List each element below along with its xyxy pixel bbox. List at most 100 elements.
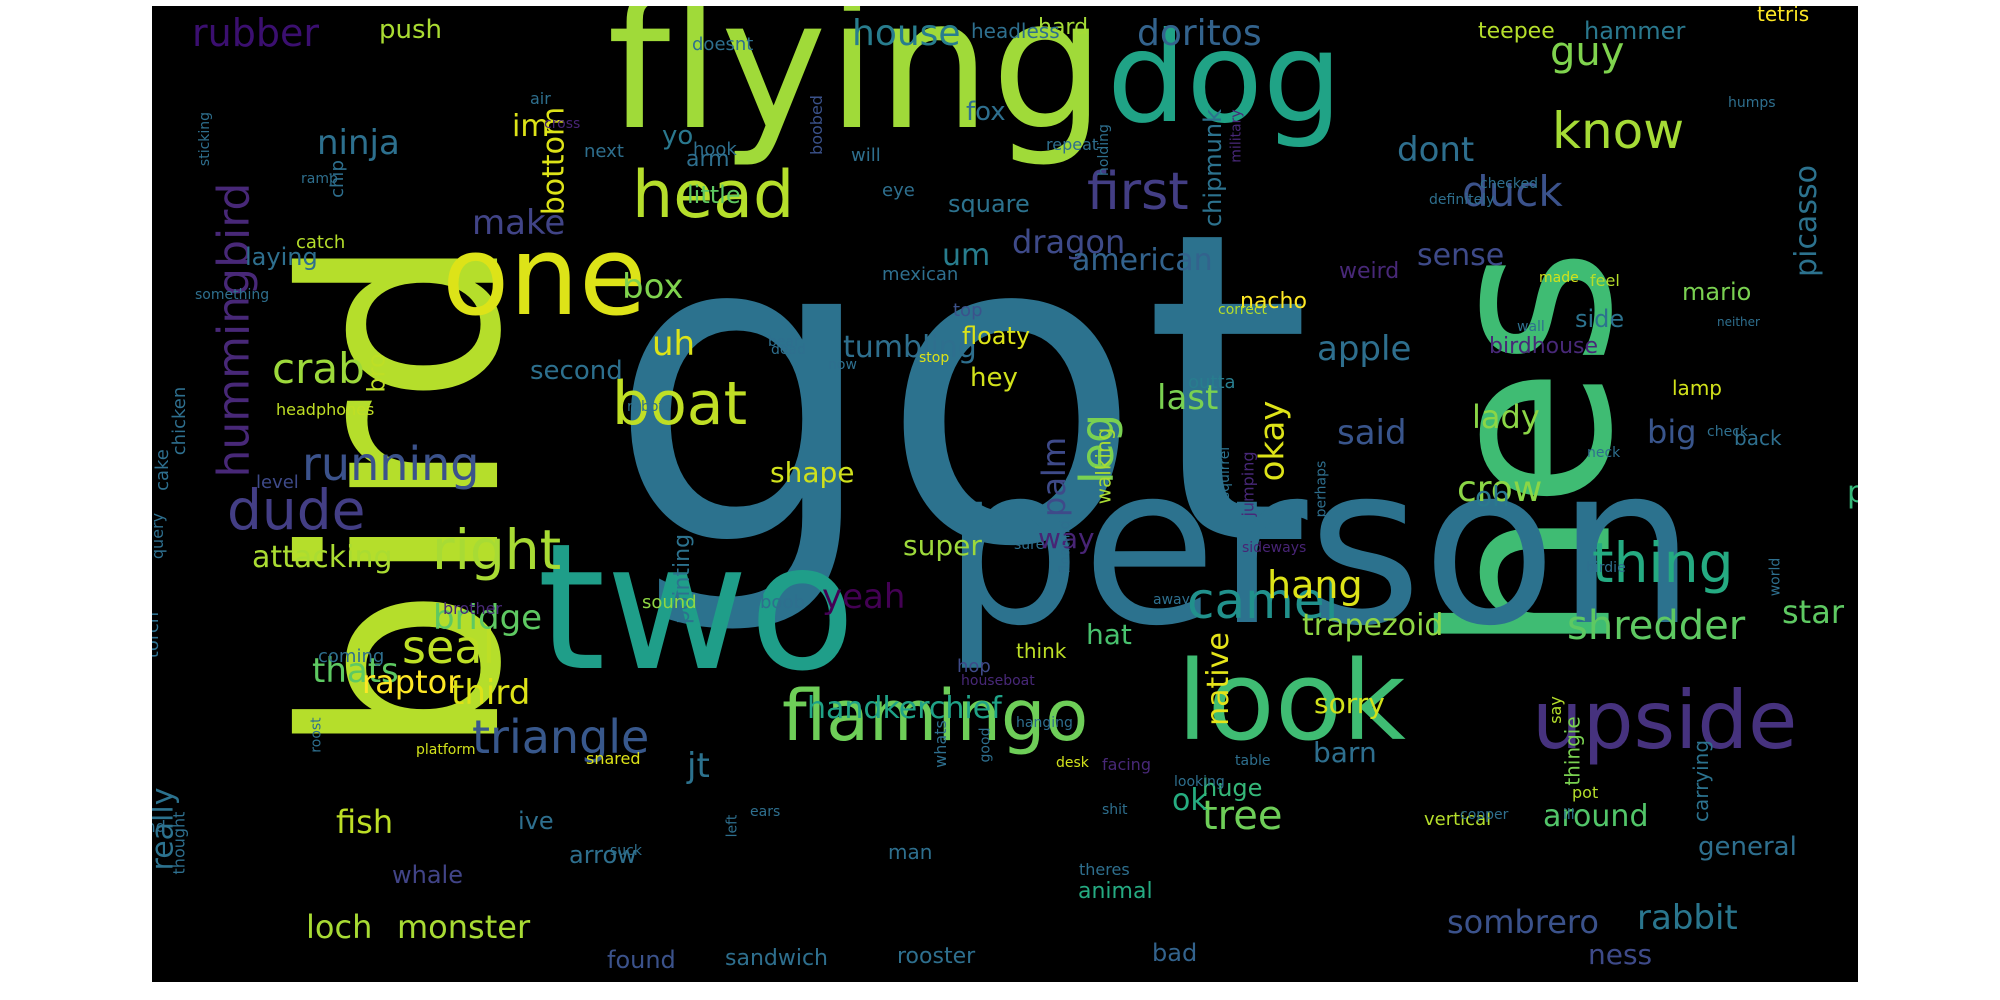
cloud-word: cake: [152, 449, 173, 491]
cloud-word: definitely: [1429, 192, 1495, 208]
cloud-word: boob: [760, 592, 805, 613]
cloud-word: shredder: [1567, 603, 1746, 649]
cloud-word: sorry: [1314, 687, 1385, 720]
cloud-word: weird: [1339, 259, 1400, 284]
cloud-word: dog: [1107, 6, 1343, 151]
cloud-word: arrow: [569, 841, 637, 869]
cloud-word: whale: [392, 861, 463, 889]
cloud-word: triangle: [472, 710, 650, 764]
cloud-word: rubber: [192, 11, 319, 55]
cloud-word: coming: [318, 646, 385, 667]
cloud-word: theres: [1079, 860, 1130, 879]
cloud-word: upside: [1532, 674, 1798, 767]
cloud-word: floaty: [962, 322, 1031, 350]
cloud-word: first: [1087, 162, 1189, 222]
cloud-word: sombrero: [1447, 903, 1599, 941]
cloud-word: right: [432, 518, 562, 582]
cloud-word: last: [1157, 378, 1219, 418]
cloud-word: perhaps: [1313, 460, 1330, 518]
cloud-word: good: [977, 727, 994, 763]
cloud-word: sandwich: [725, 946, 828, 971]
cloud-word: box: [622, 267, 684, 307]
cloud-word: side: [1575, 305, 1625, 333]
cloud-word: left: [724, 814, 741, 838]
cloud-word: american: [1072, 243, 1213, 278]
cloud-word: snared: [586, 749, 641, 768]
cloud-word: two: [537, 507, 856, 710]
cloud-word: lamp: [1672, 376, 1722, 400]
cloud-word: flamingo: [782, 675, 1089, 757]
cloud-word: um: [942, 238, 991, 273]
cloud-word: camel: [1187, 572, 1339, 630]
cloud-word: third: [451, 673, 531, 713]
cloud-word: handkerchief: [807, 691, 1002, 726]
cloud-word: world: [1767, 557, 1784, 597]
cloud-word: hang: [1267, 563, 1363, 607]
cloud-word: feel: [1590, 271, 1620, 290]
cloud-word: native: [1200, 632, 1236, 726]
cloud-word: oh: [1475, 480, 1510, 513]
cloud-word: tetris: [1757, 6, 1810, 26]
cloud-word: away: [1153, 592, 1190, 608]
cloud-word: looking: [1174, 774, 1225, 790]
cloud-word: catch: [296, 232, 346, 253]
cloud-word: now: [828, 357, 857, 373]
cloud-word: monster: [397, 908, 531, 946]
cloud-word: hammer: [1584, 17, 1686, 45]
cloud-word: think: [1016, 639, 1067, 663]
cloud-word: ok: [1172, 783, 1208, 818]
cloud-word: chicken: [169, 386, 191, 456]
cloud-word: around: [1543, 799, 1649, 834]
cloud-word: push: [379, 15, 443, 45]
cloud-word: check: [1707, 424, 1748, 440]
cloud-word: hey: [970, 363, 1018, 393]
cloud-word: ramp: [301, 171, 338, 187]
cloud-word: doritos: [1137, 13, 1262, 54]
cloud-word: level: [256, 472, 299, 493]
cloud-word: hummingbird: [208, 182, 260, 478]
cloud-word: bad: [1152, 939, 1198, 967]
cloud-word: yo: [662, 121, 694, 151]
cloud-word: torch: [152, 611, 164, 659]
cloud-word: walking: [1091, 427, 1116, 505]
cloud-word: jt: [687, 746, 710, 786]
cloud-word: next: [584, 141, 624, 162]
cloud-word: robot: [627, 399, 664, 415]
cloud-word: rabbit: [1637, 898, 1738, 938]
cloud-word: fish: [336, 803, 394, 841]
cloud-word: huge: [1202, 774, 1263, 802]
cloud-word: shape: [770, 456, 855, 489]
cloud-word: suck: [610, 843, 642, 859]
cloud-word: neither: [1717, 315, 1760, 329]
cloud-word: sticking: [197, 111, 214, 167]
word-cloud: got bird hes person flying two look one dog upsid…: [152, 6, 1858, 982]
cloud-word: mario: [1682, 278, 1752, 306]
cloud-word: pizza: [1847, 475, 1858, 510]
cloud-word: houseboat: [961, 673, 1035, 689]
cloud-word: shit: [1102, 802, 1128, 818]
cloud-word: super: [903, 529, 982, 562]
cloud-word: roost: [308, 717, 325, 753]
cloud-word: table: [1235, 753, 1271, 769]
cloud-word: hook: [693, 139, 737, 160]
cloud-word: desk: [1056, 755, 1089, 771]
cloud-word: laying: [245, 243, 318, 271]
cloud-word: bro: [362, 353, 391, 393]
cloud-word: way: [1038, 522, 1095, 555]
cloud-word: seal: [402, 620, 496, 674]
cloud-word: tree: [1202, 793, 1283, 839]
cloud-word: crow: [1457, 469, 1543, 510]
cloud-word: hanging: [1016, 715, 1073, 731]
cloud-word: ears: [750, 804, 781, 820]
cloud-word: im: [512, 109, 550, 144]
cloud-word: jumping: [1238, 451, 1258, 517]
cloud-word: trapezoid: [1302, 608, 1444, 643]
cloud-word: vertical: [1424, 809, 1492, 830]
cloud-word: bear: [768, 334, 800, 350]
cloud-word: air: [530, 89, 551, 108]
cloud-word: something: [195, 287, 270, 303]
cloud-word: floating: [1057, 520, 1074, 574]
cloud-word: said: [1337, 413, 1407, 453]
cloud-word: wind: [152, 817, 166, 836]
cloud-word: little: [687, 181, 741, 209]
